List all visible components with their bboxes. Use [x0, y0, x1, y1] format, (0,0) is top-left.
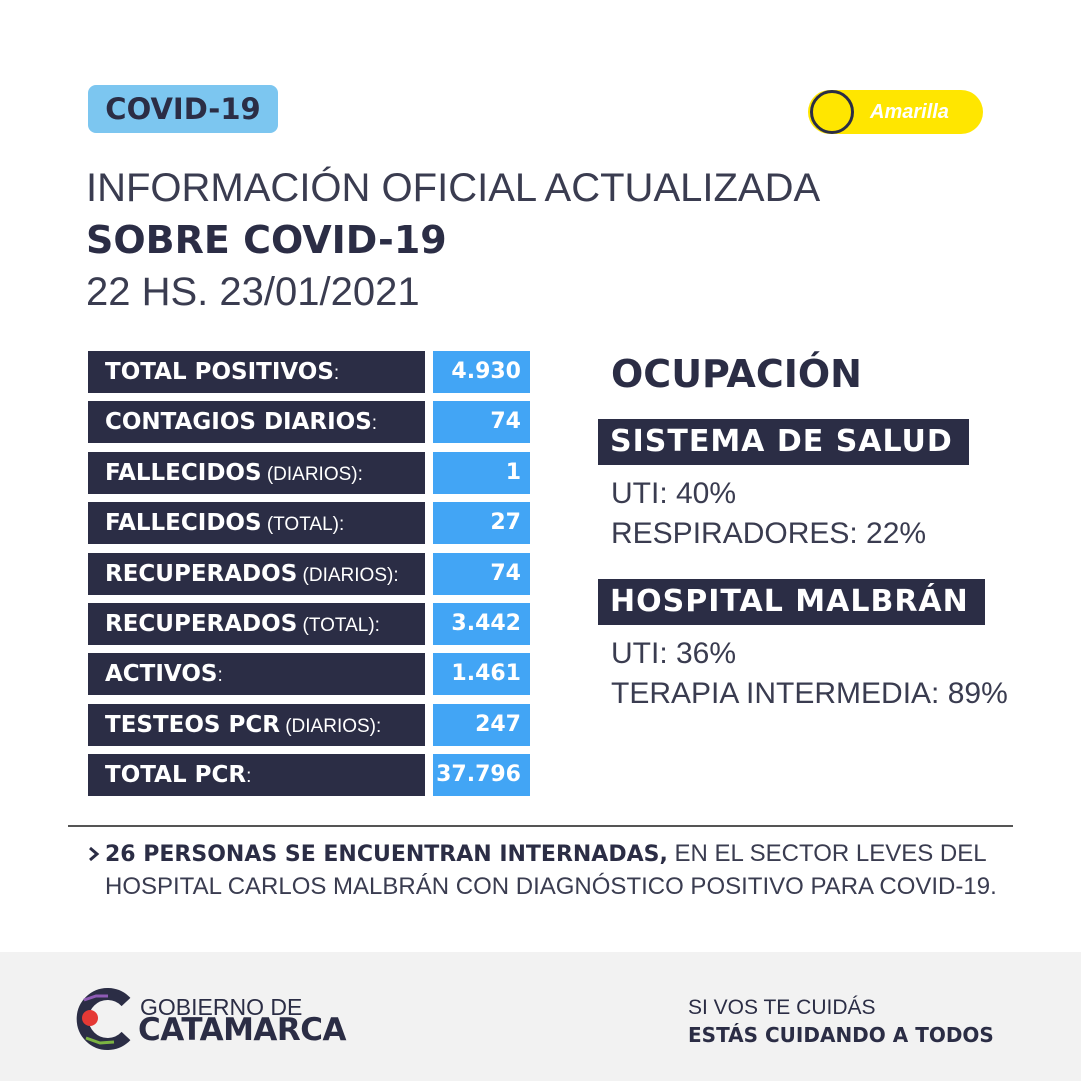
- arrow-icon: [89, 846, 100, 862]
- stat-suffix: (DIARIOS):: [261, 463, 363, 485]
- stat-value: 37.796: [433, 754, 530, 797]
- section-title: SISTEMA DE SALUD: [598, 419, 969, 465]
- stat-label-box: RECUPERADOS (TOTAL):: [88, 603, 425, 645]
- note-bold: 26 PERSONAS SE ENCUENTRAN INTERNADAS,: [105, 842, 668, 867]
- stat-suffix: (TOTAL):: [297, 615, 380, 636]
- stat-label-box: TOTAL PCR:: [88, 754, 425, 797]
- stat-suffix: :: [333, 363, 340, 384]
- stat-label-box: TOTAL POSITIVOS:: [88, 351, 425, 393]
- stat-label: FALLECIDOS: [105, 510, 262, 537]
- stat-suffix: :: [371, 413, 378, 435]
- stat-suffix: (TOTAL):: [261, 514, 345, 536]
- stat-value: 4.930: [433, 351, 530, 393]
- stat-value: 74: [433, 552, 530, 595]
- stat-label-box: FALLECIDOS (DIARIOS):: [88, 451, 425, 494]
- stat-label: CONTAGIOS DIARIOS: [105, 409, 372, 436]
- stat-label-box: RECUPERADOS (DIARIOS):: [88, 552, 425, 595]
- status-toggle: Amarilla: [808, 90, 983, 134]
- stat-suffix: (DIARIOS):: [297, 564, 399, 586]
- stat-label: TOTAL POSITIVOS: [105, 359, 334, 385]
- stat-value: 1.461: [433, 653, 530, 696]
- stat-label: FALLECIDOS: [105, 459, 262, 486]
- logo-line1: GOBIERNO DE: [140, 994, 303, 1020]
- section-title: HOSPITAL MALBRÁN: [598, 579, 985, 625]
- stat-value: 3.442: [433, 603, 530, 645]
- stat-label: RECUPERADOS: [105, 611, 298, 637]
- stat-value: 27: [433, 502, 530, 545]
- stat-value: 1: [433, 451, 530, 494]
- section-item: UTI: 36%: [611, 637, 737, 670]
- stat-value: 247: [433, 703, 530, 746]
- stat-value: 74: [433, 401, 530, 444]
- toggle-knob: [810, 90, 854, 134]
- section-item: RESPIRADORES: 22%: [611, 517, 927, 550]
- divider: [68, 825, 1013, 827]
- stat-label: RECUPERADOS: [105, 560, 298, 587]
- note: 26 PERSONAS SE ENCUENTRAN INTERNADAS, EN…: [105, 838, 1005, 903]
- stat-label-box: FALLECIDOS (TOTAL):: [88, 502, 425, 545]
- stat-suffix: :: [246, 766, 252, 788]
- logo-line2: CATAMARCA: [138, 1012, 347, 1048]
- section-item: UTI: 40%: [611, 477, 737, 510]
- stat-label: TESTEOS PCR: [105, 711, 280, 738]
- occupancy-title: OCUPACIÓN: [611, 352, 862, 396]
- stat-label: ACTIVOS: [105, 661, 218, 688]
- stat-suffix: :: [217, 665, 223, 687]
- logo-icon: [76, 988, 131, 1050]
- stat-label-box: TESTEOS PCR (DIARIOS):: [88, 703, 425, 746]
- note-text: EN EL SECTOR LEVES DEL HOSPITAL CARLOS M…: [105, 840, 997, 900]
- header-line1: INFORMACIÓN OFICIAL ACTUALIZADA: [86, 166, 821, 210]
- badge: COVID-19: [88, 85, 278, 133]
- section-item: TERAPIA INTERMEDIA: 89%: [611, 677, 1008, 710]
- slogan-line2: ESTÁS CUIDANDO A TODOS: [688, 1023, 994, 1047]
- status-label: Amarilla: [870, 101, 949, 123]
- stat-label-box: CONTAGIOS DIARIOS:: [88, 401, 425, 444]
- header-line2: SOBRE COVID-19: [86, 218, 447, 262]
- header-date: 22 HS. 23/01/2021: [86, 270, 420, 314]
- stat-label: TOTAL PCR: [105, 762, 247, 789]
- stat-suffix: (DIARIOS):: [279, 715, 382, 737]
- stat-label-box: ACTIVOS:: [88, 653, 425, 696]
- footer: [0, 952, 1081, 1081]
- slogan-line1: SI VOS TE CUIDÁS: [688, 996, 876, 1019]
